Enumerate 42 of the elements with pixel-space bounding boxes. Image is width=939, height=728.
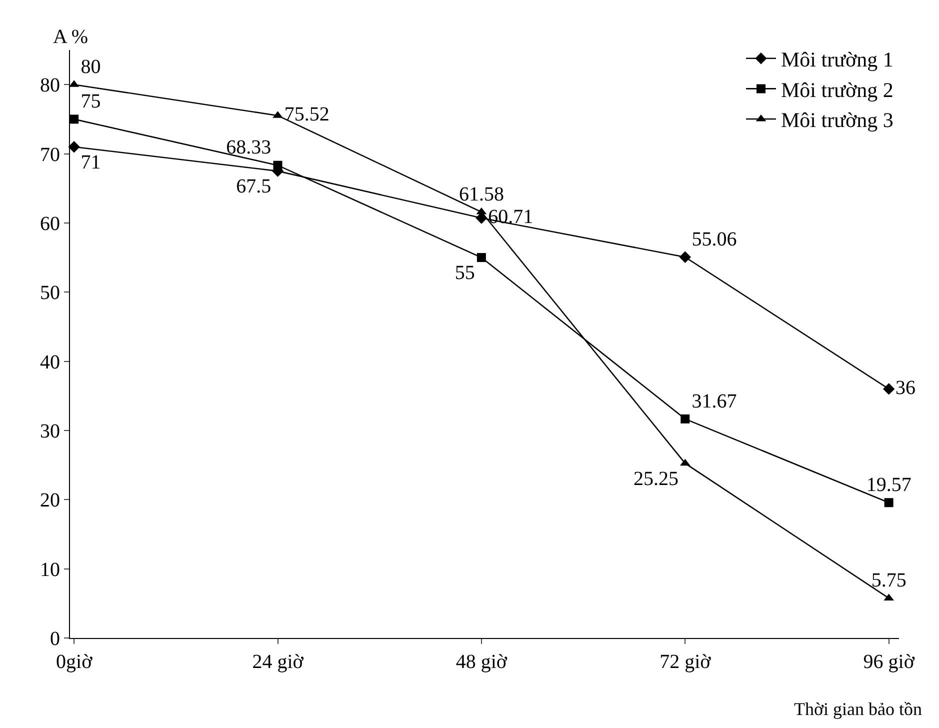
point — [884, 498, 894, 508]
legend-label: Môi trường 2 — [781, 78, 894, 102]
data-label: 36 — [895, 376, 916, 399]
x-tick-label: 72 giờ — [660, 651, 712, 673]
y-tick-label: 40 — [40, 351, 60, 374]
data-label: 75 — [80, 90, 101, 113]
point — [882, 383, 895, 395]
y-tick-label: 70 — [40, 144, 60, 166]
x-tick-label: 24 giờ — [252, 651, 304, 673]
data-label: 5.75 — [871, 570, 906, 592]
x-tick-label: 0giờ — [56, 651, 93, 673]
x-tick-label: 96 giờ — [863, 651, 915, 673]
data-label: 31.67 — [692, 390, 737, 412]
data-label: 75.52 — [284, 104, 330, 126]
point — [679, 251, 691, 263]
y-tick-label: 10 — [40, 558, 60, 581]
legend-label: Môi trường 3 — [781, 108, 894, 132]
data-label: 55.06 — [692, 228, 737, 250]
data-label: 55 — [454, 262, 475, 284]
point — [68, 141, 80, 153]
y-tick-label: 60 — [40, 212, 60, 235]
point — [476, 253, 486, 262]
legend-label: Môi trường 1 — [781, 48, 894, 72]
data-label: 80 — [80, 56, 101, 78]
point — [680, 414, 690, 424]
y-tick-label: 30 — [40, 420, 60, 442]
y-tick-label: 80 — [40, 74, 60, 97]
data-label: 19.57 — [866, 474, 912, 496]
y-axis-title: A % — [53, 26, 88, 48]
data-label: 67.5 — [236, 176, 272, 198]
x-tick-label: 48 giờ — [456, 651, 508, 673]
point — [273, 160, 282, 170]
y-tick-label: 20 — [40, 490, 60, 512]
y-tick-label: 50 — [40, 282, 60, 304]
data-label: 25.25 — [634, 468, 679, 490]
x-axis-title: Thời gian bảo tồn — [794, 699, 922, 719]
point — [70, 114, 79, 124]
data-label: 60.71 — [488, 206, 534, 228]
data-label: 61.58 — [458, 183, 504, 206]
data-label: 71 — [80, 151, 101, 174]
data-label: 68.33 — [226, 136, 272, 159]
y-tick-label: 0 — [50, 628, 60, 650]
